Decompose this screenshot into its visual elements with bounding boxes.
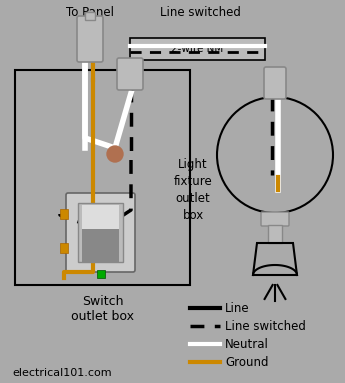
FancyBboxPatch shape — [77, 16, 103, 62]
Bar — [82, 229, 119, 262]
Bar — [82, 205, 119, 229]
Text: Line: Line — [225, 301, 250, 314]
FancyBboxPatch shape — [264, 67, 286, 99]
Bar — [60, 243, 68, 253]
Text: 2-wire NM: 2-wire NM — [171, 44, 224, 54]
FancyBboxPatch shape — [117, 58, 143, 90]
Bar — [97, 270, 105, 278]
Bar — [268, 225, 282, 243]
Text: Switch
outlet box: Switch outlet box — [71, 295, 134, 323]
Text: Ground: Ground — [225, 355, 268, 368]
Text: Neutral: Neutral — [225, 337, 269, 350]
Text: Light
fixture
outlet
box: Light fixture outlet box — [174, 158, 213, 222]
Text: To Panel: To Panel — [66, 5, 114, 18]
Text: electrical101.com: electrical101.com — [12, 368, 112, 378]
Bar — [60, 209, 68, 219]
FancyBboxPatch shape — [66, 193, 135, 272]
Bar — [78, 203, 123, 262]
Bar — [130, 38, 265, 60]
Bar — [85, 12, 95, 20]
Bar — [15, 70, 190, 285]
FancyBboxPatch shape — [261, 212, 289, 226]
Circle shape — [107, 146, 123, 162]
Text: Line switched: Line switched — [225, 319, 306, 332]
Text: Line switched: Line switched — [159, 5, 240, 18]
